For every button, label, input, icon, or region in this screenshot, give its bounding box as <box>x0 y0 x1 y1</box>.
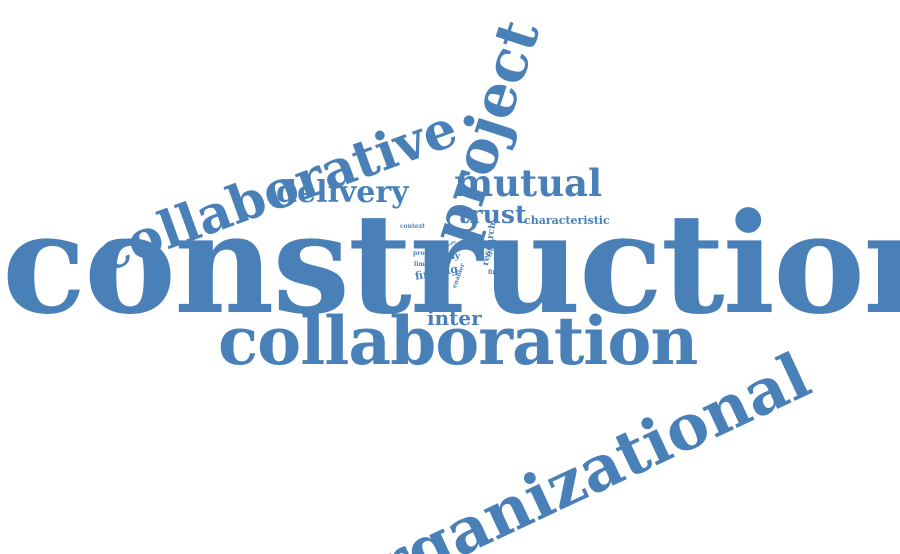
word-characteristic: characteristic <box>524 215 610 226</box>
word-context: context <box>400 224 425 230</box>
word-finland: finland <box>488 270 511 276</box>
word-proc: proc <box>413 251 428 257</box>
word-delivery: delivery <box>276 178 409 208</box>
word-model: model <box>425 288 446 294</box>
word-limited: limited <box>414 262 438 268</box>
word-inter: inter <box>427 308 482 328</box>
word-mutual: mutual <box>454 165 602 202</box>
